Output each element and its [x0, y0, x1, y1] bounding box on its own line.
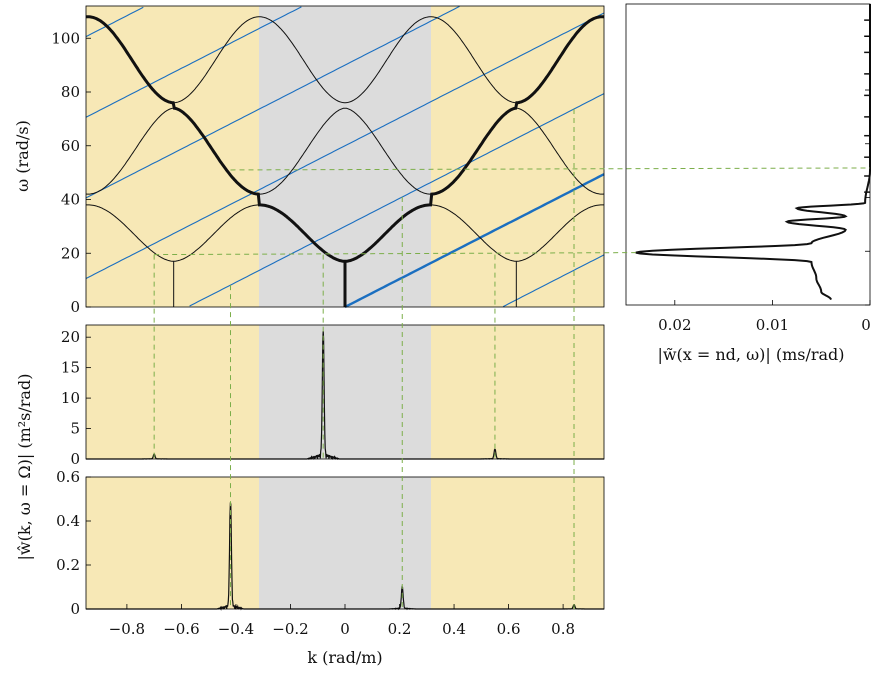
xtick-label-0.4: 0.4: [442, 620, 466, 638]
rp-xtick-label-0.01: 0.01: [756, 316, 789, 334]
mid-yticks-label-0: 0: [70, 450, 80, 468]
bot-yticks-label-0.6: 0.6: [56, 468, 80, 486]
ytick-label-80: 80: [61, 83, 80, 101]
xtick-label--0.2: −0.2: [272, 620, 308, 638]
passband-right-mid: [431, 325, 604, 459]
ytick-label-0: 0: [70, 298, 80, 316]
passband-right-bot: [431, 477, 604, 609]
frequency-response-ticks: 0.02 0.01 0: [658, 36, 871, 334]
brillouin-zone-mid: [259, 325, 431, 459]
ytick-label-100: 100: [51, 29, 80, 47]
mid-yticks-label-15: 15: [61, 359, 80, 377]
frequency-response-panel: 0.02 0.01 0 |w̃(x = nd, ω)| (ms/rad): [626, 4, 871, 364]
ytick-label-60: 60: [61, 137, 80, 155]
xtick-label-0: 0: [340, 620, 350, 638]
passband-left: [86, 6, 259, 307]
xtick-label--0.4: −0.4: [218, 620, 254, 638]
ytick-label-20: 20: [61, 244, 80, 262]
xtick-label--0.8: −0.8: [109, 620, 145, 638]
bot-yticks-label-0.2: 0.2: [56, 556, 80, 574]
rp-xtick-label-0.02: 0.02: [658, 316, 691, 334]
xtick-label-0.6: 0.6: [497, 620, 521, 638]
xtick-label-0.8: 0.8: [551, 620, 575, 638]
xtick-label-0.2: 0.2: [388, 620, 412, 638]
xtick-label--0.6: −0.6: [163, 620, 199, 638]
brillouin-zone-bot: [259, 477, 431, 609]
frequency-response-line: [636, 4, 870, 300]
mid-yticks-label-5: 5: [70, 420, 80, 438]
mid-yticks-label-20: 20: [61, 328, 80, 346]
spectrum-bottom-panel: 0 0.2 0.4 0.6 −0.8 −0.6 −0.4 −0.2 0 0.2 0.4 0.6 0.8…: [56, 468, 604, 667]
shared-ylabel: |ŵ(k, ω = Ω)| (m²s/rad): [15, 374, 34, 561]
ytick-label-40: 40: [61, 191, 80, 209]
frequency-response-xlabel: |w̃(x = nd, ω)| (ms/rad): [657, 345, 844, 364]
passband-left-bot: [86, 477, 259, 609]
bot-yticks-label-0.4: 0.4: [56, 512, 80, 530]
frequency-response-curve: [636, 4, 870, 300]
bot-yticks-label-0: 0: [70, 600, 80, 618]
mid-yticks-label-10: 10: [61, 389, 80, 407]
k-axis-label: k (rad/m): [307, 648, 382, 667]
passband-right: [431, 6, 604, 307]
rp-xtick-label-0: 0: [861, 316, 871, 334]
frequency-response-axes: [626, 4, 870, 305]
dispersion-yticks: 0 20 40 60 80 100: [51, 29, 91, 316]
dispersion-panel: 0 20 40 60 80 100 ω (rad/s): [13, 6, 604, 316]
spectrum-top-panel: 0 5 10 15 20: [61, 325, 604, 468]
passband-left-mid: [86, 325, 259, 459]
dispersion-ylabel: ω (rad/s): [13, 120, 32, 192]
